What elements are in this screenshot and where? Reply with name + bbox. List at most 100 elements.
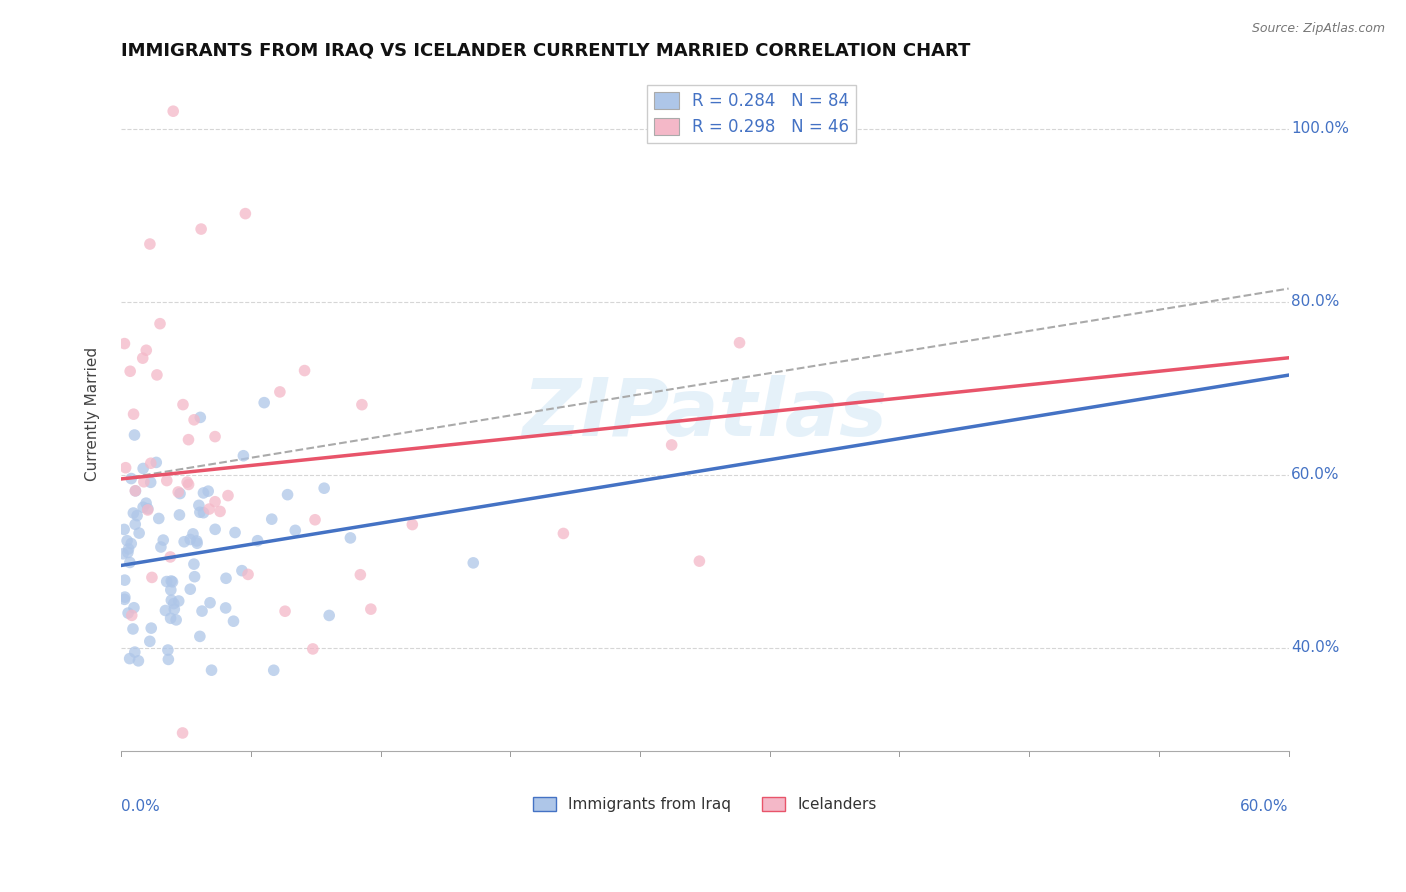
Legend: R = 0.284   N = 84, R = 0.298   N = 46: R = 0.284 N = 84, R = 0.298 N = 46 (647, 85, 856, 143)
Point (186, 536, 208, 550)
Point (139, 456, 162, 470)
Point (135, 343, 157, 358)
Point (115, 533, 138, 548)
Point (128, 526, 150, 541)
Point (176, 475, 198, 490)
Point (159, 549, 181, 564)
Point (169, 486, 191, 500)
Point (135, 496, 157, 510)
Point (167, 594, 190, 608)
Point (204, 522, 226, 536)
Point (209, 504, 232, 518)
Point (728, 335, 751, 350)
Point (183, 557, 205, 571)
Point (163, 597, 186, 611)
Point (160, 574, 183, 588)
Point (122, 600, 145, 615)
Text: 80.0%: 80.0% (1291, 294, 1340, 309)
Point (118, 556, 141, 570)
Point (263, 663, 285, 677)
Point (121, 608, 143, 623)
Point (114, 336, 136, 351)
Point (118, 651, 141, 665)
Point (122, 506, 145, 520)
Point (172, 398, 194, 412)
Point (183, 570, 205, 584)
Point (173, 534, 195, 549)
Point (122, 407, 145, 421)
Point (339, 531, 361, 545)
Point (215, 571, 238, 585)
Point (124, 428, 146, 442)
Text: 60.0%: 60.0% (1240, 798, 1289, 814)
Point (127, 654, 149, 668)
Point (120, 536, 142, 550)
Point (183, 413, 205, 427)
Point (167, 485, 190, 500)
Point (159, 611, 181, 625)
Point (152, 533, 174, 547)
Point (141, 621, 163, 635)
Point (314, 481, 336, 495)
Point (294, 363, 316, 377)
Point (149, 540, 172, 554)
Point (149, 317, 172, 331)
Point (114, 590, 136, 604)
Point (188, 505, 211, 519)
Point (179, 582, 201, 597)
Point (124, 517, 146, 532)
Point (124, 483, 146, 498)
Point (688, 554, 710, 568)
Point (232, 449, 254, 463)
Point (191, 604, 214, 618)
Point (156, 574, 179, 589)
Point (120, 364, 142, 378)
Point (159, 582, 181, 597)
Point (190, 222, 212, 236)
Point (186, 533, 208, 548)
Point (112, 523, 135, 537)
Point (217, 489, 239, 503)
Point (198, 502, 221, 516)
Point (200, 663, 222, 677)
Point (188, 629, 211, 643)
Point (136, 501, 159, 516)
Point (236, 567, 259, 582)
Point (187, 499, 209, 513)
Text: 60.0%: 60.0% (1291, 467, 1340, 482)
Point (117, 541, 139, 556)
Point (163, 602, 186, 616)
Point (141, 570, 163, 584)
Text: 0.0%: 0.0% (121, 798, 160, 814)
Point (136, 503, 159, 517)
Point (139, 634, 162, 648)
Point (215, 601, 238, 615)
Point (463, 556, 485, 570)
Point (160, 593, 183, 607)
Point (132, 351, 155, 366)
Point (146, 368, 169, 382)
Point (231, 564, 253, 578)
Point (246, 533, 269, 548)
Point (114, 460, 136, 475)
Point (139, 237, 162, 252)
Point (114, 573, 136, 587)
Point (193, 506, 215, 520)
Point (197, 484, 219, 499)
Point (204, 429, 226, 443)
Point (401, 517, 423, 532)
Point (155, 603, 177, 617)
Point (132, 461, 155, 475)
Point (162, 574, 184, 589)
Point (222, 614, 245, 628)
Point (120, 472, 142, 486)
Point (269, 384, 291, 399)
Point (253, 395, 276, 409)
Point (284, 524, 307, 538)
Point (179, 533, 201, 547)
Text: IMMIGRANTS FROM IRAQ VS ICELANDER CURRENTLY MARRIED CORRELATION CHART: IMMIGRANTS FROM IRAQ VS ICELANDER CURREN… (121, 42, 970, 60)
Point (156, 643, 179, 657)
Point (172, 726, 194, 740)
Point (553, 526, 575, 541)
Point (132, 500, 155, 515)
